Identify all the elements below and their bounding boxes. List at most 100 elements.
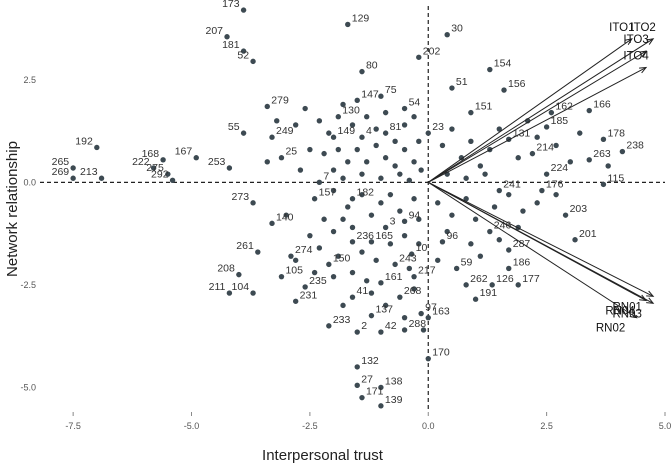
point-label-115: 115 [607,172,624,184]
point-label-288: 288 [409,318,427,330]
data-point-224 [543,171,550,177]
data-point-7 [316,179,323,186]
point-label-178: 178 [607,127,625,139]
point-label-167: 167 [175,146,193,158]
vector-rn04 [428,181,647,301]
data-point-132 [354,364,360,370]
data-point [553,191,559,198]
y-tick-label: 2.5 [23,75,36,85]
data-point [406,177,413,183]
data-point-236 [349,239,356,245]
data-point-156 [501,87,507,93]
point-label-191: 191 [480,287,498,299]
y-axis-title: Network relationship [4,141,21,277]
data-point [274,118,280,124]
vector-arrowhead [646,38,655,45]
data-point-262 [463,282,469,288]
data-point [506,191,512,198]
data-point-51 [449,85,455,91]
point-label-140: 140 [276,211,294,223]
point-label-30: 30 [451,23,463,35]
point-label-231: 231 [300,289,318,301]
x-axis-ticks: -7.5 -5.0 -2.5 0.0 2.5 5.0 [65,412,671,431]
data-point [283,212,289,218]
data-point-182 [349,196,356,202]
data-point-52 [250,58,256,65]
point-label-185: 185 [551,115,569,127]
point-label-236: 236 [357,230,375,242]
data-point-105 [278,273,285,280]
data-point-207 [224,34,230,40]
point-label-104: 104 [232,281,250,293]
data-point [292,122,299,128]
data-point [378,175,384,181]
data-point-23 [425,130,431,136]
data-point [373,257,379,263]
point-label-165: 165 [375,230,393,242]
data-point-166 [586,107,592,114]
point-label-25: 25 [285,146,297,158]
data-point [482,171,488,177]
data-point-241 [496,187,502,194]
data-point [449,126,455,132]
data-point [534,200,540,206]
point-label-7: 7 [323,170,329,182]
data-point-42 [378,329,384,335]
data-point-268 [397,294,403,300]
data-point [444,228,450,235]
y-axis-ticks: 2.5 0.0 -2.5 -5.0 [20,75,36,393]
vector-label-ito4: ITO4 [623,51,649,63]
data-point [463,175,469,181]
point-label-59: 59 [461,256,473,268]
point-label-263: 263 [593,148,611,160]
data-point-202 [416,54,422,60]
point-label-130: 130 [342,105,360,117]
data-point [382,109,389,116]
data-point [491,204,498,210]
data-point [345,159,351,165]
data-point [349,269,356,276]
vector-label-ito2: ITO2 [630,22,655,34]
point-label-129: 129 [352,12,370,24]
data-point [321,216,327,222]
data-point-94 [401,218,408,225]
data-point-279 [264,103,270,110]
point-label-207: 207 [205,25,223,37]
data-point-185 [543,124,550,130]
data-point [359,249,365,255]
data-point [387,241,394,247]
data-point-30 [444,32,450,38]
data-point [349,122,356,128]
point-label-51: 51 [456,76,468,88]
data-point-54 [401,105,408,112]
data-point-275 [165,171,171,177]
data-point-201 [572,237,578,243]
data-point [577,130,583,136]
point-label-150: 150 [333,252,351,264]
data-point-222 [150,165,157,171]
data-point-41 [349,294,356,300]
point-label-75: 75 [385,84,397,96]
data-point-75 [378,93,384,99]
reference-lines [40,6,665,412]
vector-ito2 [427,38,654,183]
data-point [416,138,422,145]
vector-arrowhead [646,290,655,297]
x-tick-label: -2.5 [302,421,318,431]
data-point [297,167,304,173]
vector-ito4 [428,67,647,183]
point-label-279: 279 [271,94,289,106]
data-point [330,167,337,173]
point-label-137: 137 [375,304,393,316]
point-label-241: 241 [503,179,521,191]
point-label-154: 154 [494,58,512,70]
data-point-265 [70,165,76,171]
data-point [468,138,474,145]
data-point-292 [169,177,176,183]
y-tick-label: 0.0 [23,177,36,187]
point-label-168: 168 [142,148,160,160]
vector-rn01 [428,181,654,297]
point-label-275: 275 [146,162,164,174]
point-label-10: 10 [416,242,428,254]
